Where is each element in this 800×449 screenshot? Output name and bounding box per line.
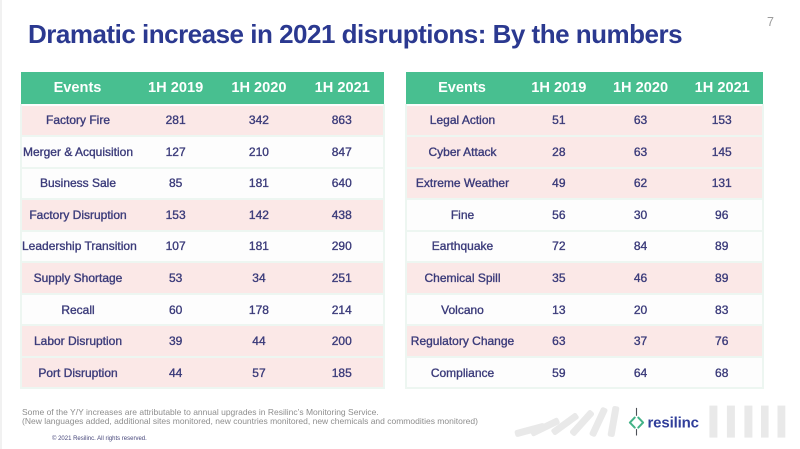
svg-text:resilinc: resilinc [648, 415, 699, 432]
